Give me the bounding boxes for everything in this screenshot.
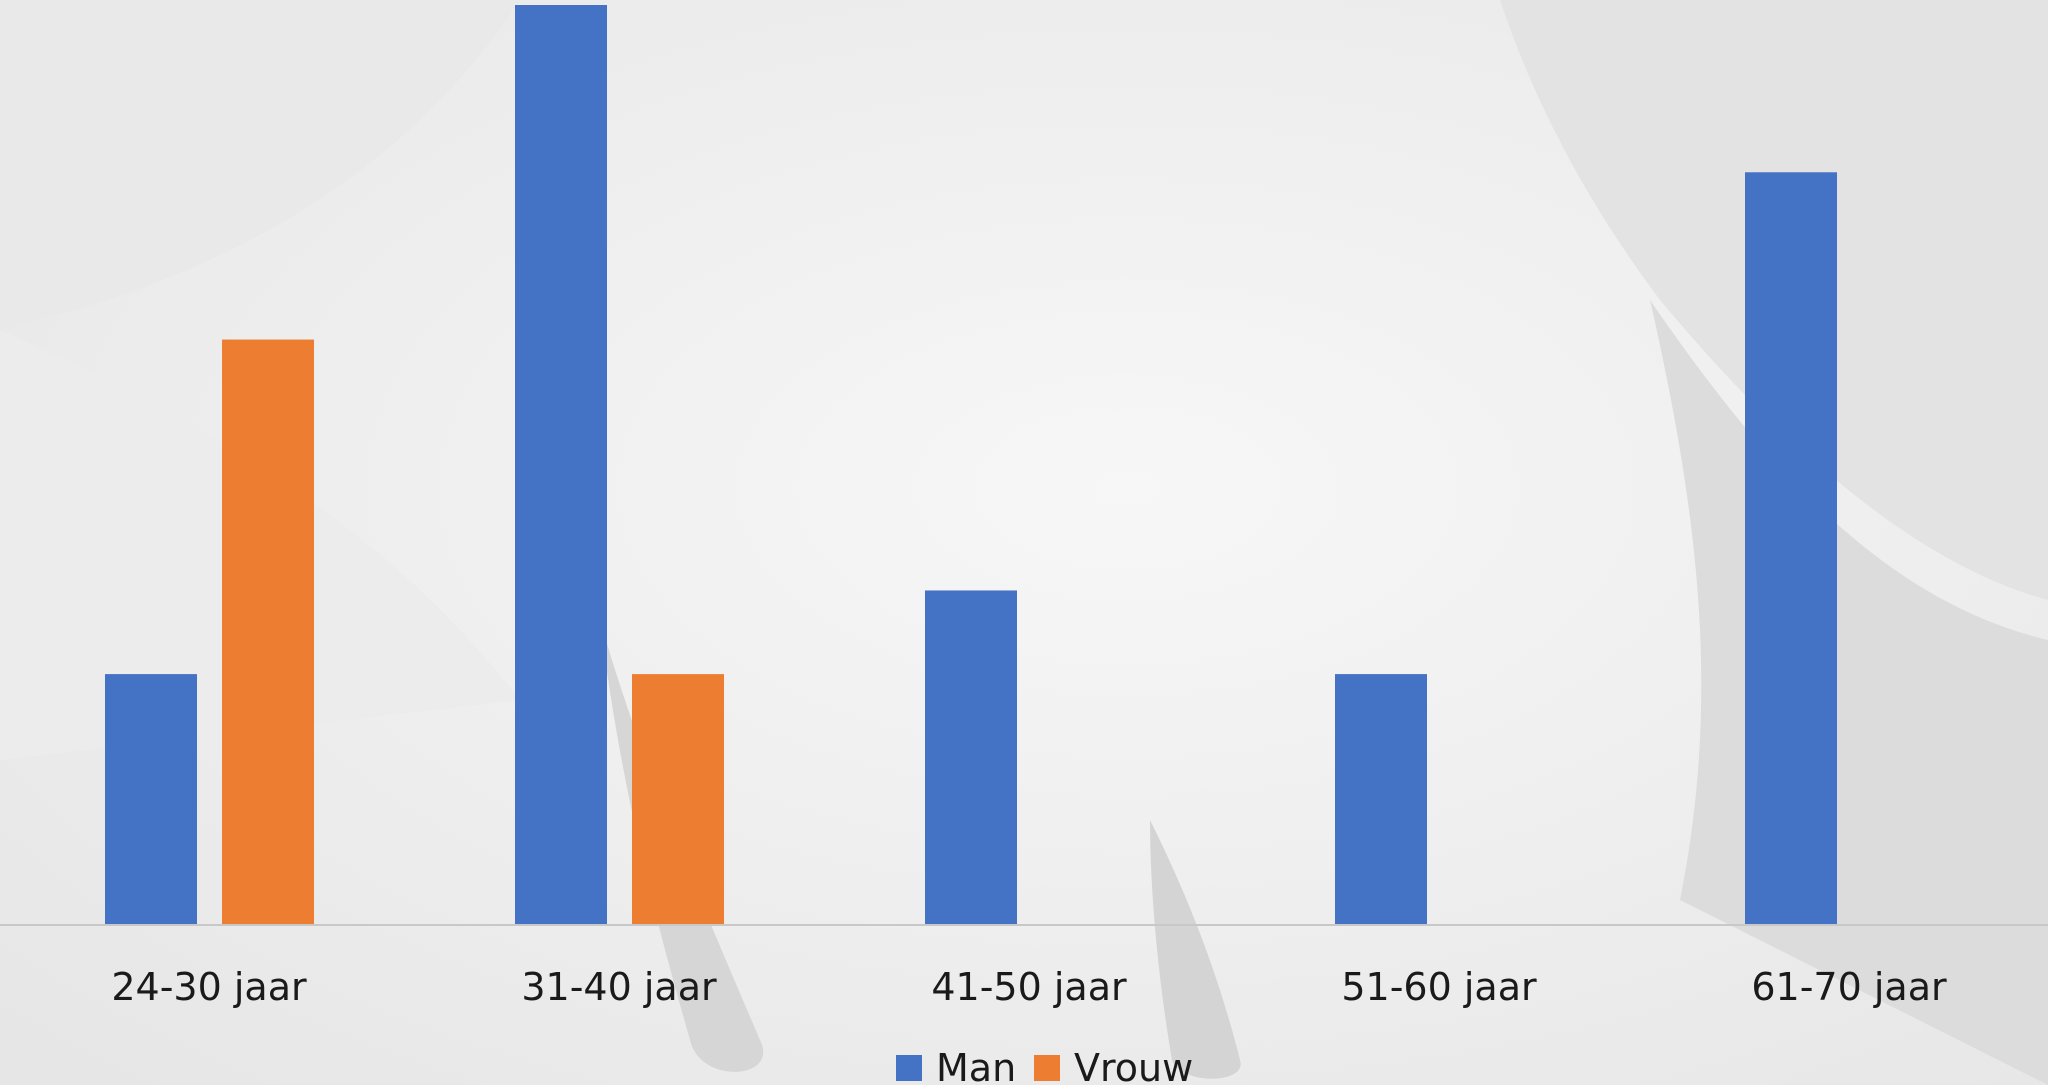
x-tick-label: 61-70 jaar bbox=[1751, 965, 1947, 1009]
bar-man-1 bbox=[515, 5, 607, 925]
bar-vrouw-1 bbox=[632, 674, 724, 925]
legend-swatch-man bbox=[896, 1055, 922, 1081]
x-tick-label: 24-30 jaar bbox=[111, 965, 307, 1009]
x-tick-label: 51-60 jaar bbox=[1341, 965, 1537, 1009]
bar-vrouw-0 bbox=[222, 339, 314, 926]
legend-label-vrouw: Vrouw bbox=[1074, 1046, 1193, 1085]
x-tick-label: 31-40 jaar bbox=[521, 965, 717, 1009]
x-axis-tick-labels: 24-30 jaar 31-40 jaar 41-50 jaar 51-60 jaar… bbox=[111, 965, 1947, 1009]
x-tick-label: 41-50 jaar bbox=[931, 965, 1127, 1009]
bar-man-0 bbox=[105, 674, 197, 925]
legend: Man Vrouw bbox=[896, 1046, 1193, 1085]
bar-man-4 bbox=[1745, 172, 1837, 926]
legend-label-man: Man bbox=[936, 1046, 1016, 1085]
bar-man-3 bbox=[1335, 674, 1427, 925]
bar-man-2 bbox=[925, 590, 1017, 925]
legend-swatch-vrouw bbox=[1034, 1055, 1060, 1081]
bars-group bbox=[105, 5, 1837, 926]
